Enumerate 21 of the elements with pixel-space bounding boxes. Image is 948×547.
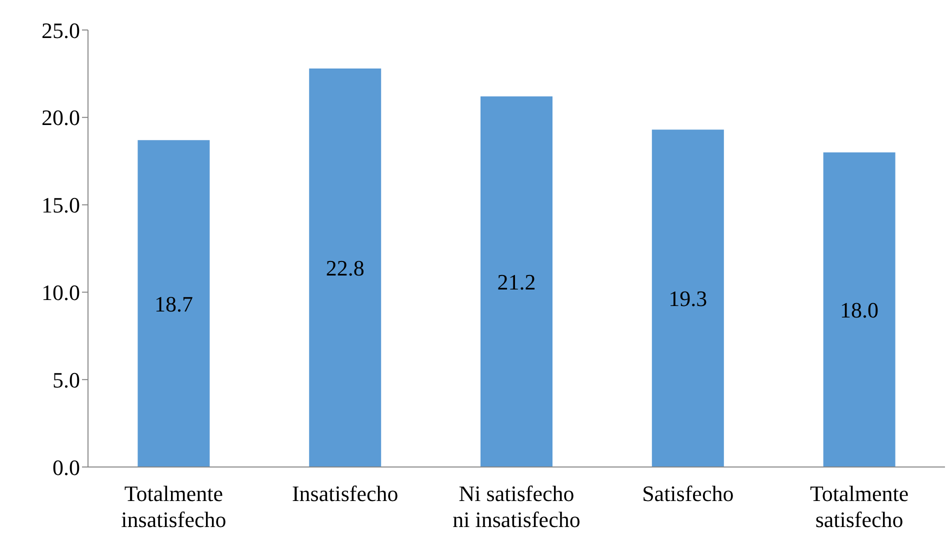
x-tick-label: Insatisfecho [292, 481, 398, 506]
bar [480, 96, 553, 467]
data-label: 19.3 [668, 286, 708, 312]
x-tick-label: Satisfecho [642, 481, 734, 506]
x-tick-label: Totalmente satisfecho [810, 481, 909, 532]
bar [138, 140, 210, 467]
data-label: 18.0 [840, 297, 879, 322]
y-tick-label: 0.0 [52, 454, 80, 480]
data-label: 22.8 [326, 256, 364, 281]
bar [823, 152, 896, 467]
y-tick-label: 5.0 [52, 367, 80, 392]
y-tick-label: 15.0 [42, 192, 80, 218]
x-tick-label: Ni satisfecho ni insatisfecho [452, 481, 580, 532]
data-label: 21.2 [497, 270, 536, 295]
data-label: 18.7 [154, 291, 193, 316]
bar [652, 130, 724, 467]
y-tick-label: 20.0 [42, 105, 80, 130]
bar [309, 68, 382, 467]
y-tick-label: 25.0 [42, 18, 80, 43]
x-tick-label: Totalmente insatisfecho [121, 481, 226, 532]
y-tick-label: 10.0 [42, 280, 80, 306]
